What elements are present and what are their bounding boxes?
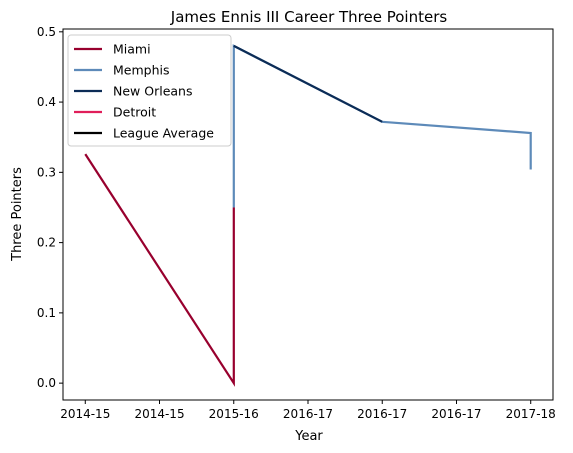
x-tick-label: 2017-18: [506, 407, 556, 421]
legend: Miami Memphis New Orleans Detroit League Ave…: [67, 34, 232, 147]
x-axis-label: Year: [294, 429, 323, 444]
series-layer: [84, 44, 532, 387]
y-axis-label: Three Pointers: [10, 167, 25, 262]
y-tick-label: 0.0: [37, 376, 56, 390]
x-tick-label: 2014-15: [134, 407, 184, 421]
y-tick-label: 0.3: [37, 165, 56, 179]
y-tick-label: 0.4: [37, 95, 56, 109]
chart-title: James Ennis III Career Three Pointers: [170, 8, 448, 26]
legend-label: League Average: [113, 126, 214, 141]
y-tick-label: 0.2: [37, 236, 56, 250]
axis-layer: 2014-15 2014-15 2015-16 2016-17 2016-17 2016-…: [37, 25, 556, 421]
x-tick-label: 2014-15: [60, 407, 110, 421]
legend-label: New Orleans: [113, 84, 192, 99]
x-tick-label: 2016-17: [357, 407, 407, 421]
y-tick-label: 0.5: [37, 25, 56, 39]
series-line-miami: [84, 153, 235, 387]
y-tick-label: 0.1: [37, 306, 56, 320]
x-tick-label: 2015-16: [209, 407, 259, 421]
x-tick-label: 2016-17: [283, 407, 333, 421]
series-line-memphis: [232, 44, 532, 208]
legend-label: Miami: [113, 42, 151, 57]
legend-label: Memphis: [113, 63, 170, 78]
legend-label: Detroit: [113, 105, 156, 120]
series-line-new-orleans: [233, 44, 383, 123]
x-tick-label: 2016-17: [431, 407, 481, 421]
legend-box: [67, 34, 232, 147]
